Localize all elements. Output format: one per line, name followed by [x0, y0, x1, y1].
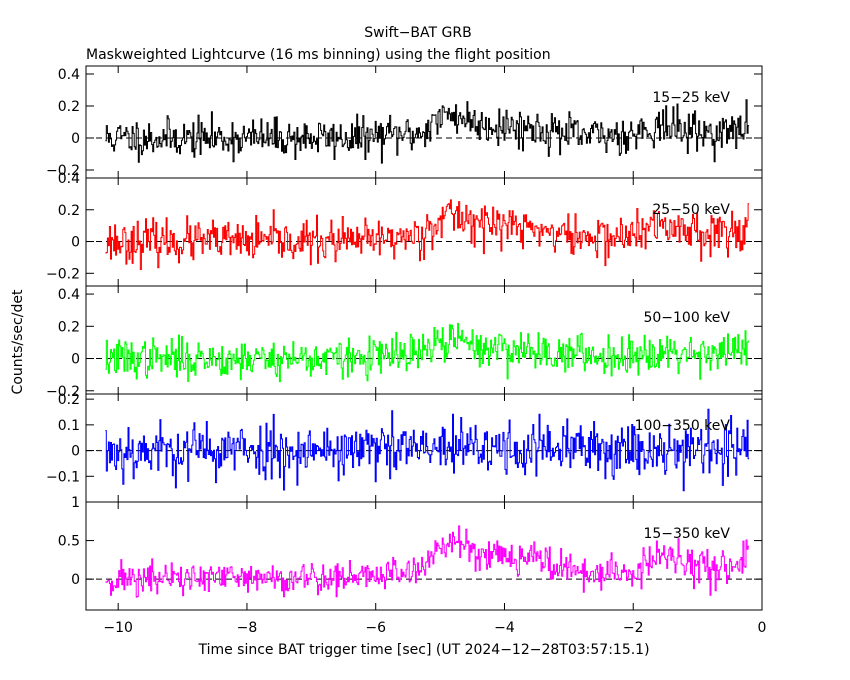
x-tick-label: −6: [365, 620, 386, 636]
series-line: [105, 408, 750, 492]
series-line: [105, 322, 750, 383]
y-tick-label: 0.2: [58, 392, 80, 408]
band-label: 50−100 keV: [643, 310, 730, 326]
y-tick-label: −0.2: [46, 384, 80, 400]
band-label: 15−350 keV: [643, 526, 730, 542]
panel-2: 0.4 0.2 0 −0.2 25−50 keV: [46, 171, 763, 287]
series-line: [105, 525, 750, 598]
y-tick-label: 0: [71, 235, 80, 251]
y-tick-label: 0.4: [58, 287, 80, 303]
band-label: 25−50 keV: [652, 202, 730, 218]
y-tick-label: 0: [71, 572, 80, 588]
x-tick-label: −2: [623, 620, 644, 636]
y-tick-label: 0.2: [58, 319, 80, 335]
y-tick-label: 0.4: [58, 171, 80, 187]
panels-group: 0.4 0.2 0 −0.2 15−25 keV 0.4 0.2 0 −0.2 25−50 keV…: [46, 65, 763, 611]
y-tick-label: 0.2: [58, 203, 80, 219]
y-tick-label: 0.1: [58, 418, 80, 434]
band-label: 100−350 keV: [635, 418, 731, 434]
x-tick-label: 0: [758, 620, 767, 636]
y-tick-label: 0.2: [58, 99, 80, 115]
chart-title: Swift−BAT GRB: [364, 25, 471, 41]
y-tick-label: 0.4: [58, 67, 80, 83]
panel-1: 0.4 0.2 0 −0.2 15−25 keV: [46, 65, 763, 179]
chart-subtitle: Maskweighted Lightcurve (16 ms binning) …: [86, 47, 551, 63]
y-tick-label: 0: [71, 444, 80, 460]
x-tick-label: −4: [494, 620, 515, 636]
x-axis-label: Time since BAT trigger time [sec] (UT 20…: [197, 642, 649, 658]
panel-3: 0.4 0.2 0 −0.2 50−100 keV: [46, 285, 763, 400]
y-tick-label: 0: [71, 352, 80, 368]
y-tick-label: 0: [71, 131, 80, 147]
y-tick-label: 0.5: [58, 534, 80, 550]
series-line: [105, 199, 750, 270]
x-axis: −10 −8 −6 −4 −2 0: [103, 620, 766, 636]
panel-frame: [85, 65, 763, 179]
panel-4: 0.2 0.1 0 −0.1 100−350 keV: [46, 392, 763, 503]
series-line: [105, 99, 750, 164]
y-tick-label: −0.2: [46, 266, 80, 282]
y-tick-label: −0.1: [46, 469, 80, 485]
panel-frame: [85, 501, 763, 611]
y-axis-label: Counts/sec/det: [10, 289, 26, 394]
panel-5: 1 0.5 0 15−350 keV: [58, 495, 763, 611]
y-tick-label: −0.2: [46, 163, 80, 179]
y-tick-label: 1: [71, 495, 80, 511]
band-label: 15−25 keV: [652, 90, 730, 106]
x-tick-label: −8: [237, 620, 258, 636]
x-tick-label: −10: [103, 620, 133, 636]
